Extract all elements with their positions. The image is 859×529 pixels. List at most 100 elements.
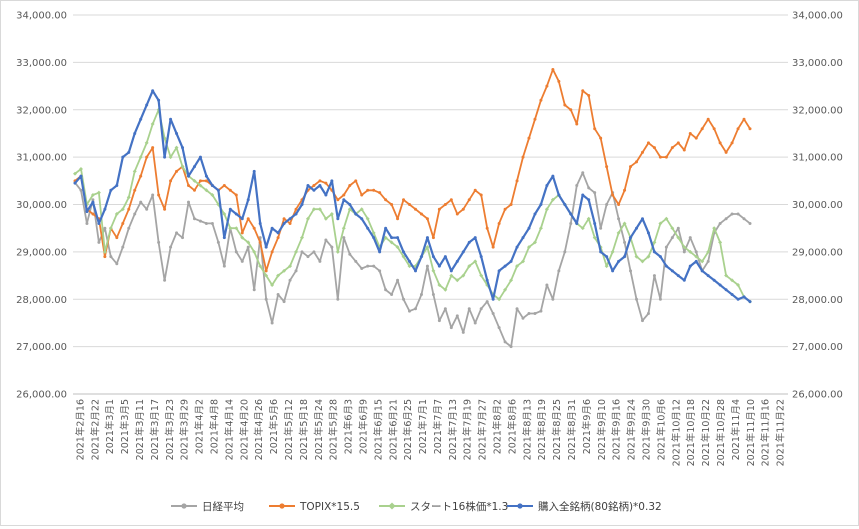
data-point [419, 212, 423, 216]
data-point [509, 203, 513, 206]
data-point [431, 268, 436, 273]
x-tick-label: 2021年9月24 [626, 399, 638, 460]
data-point [103, 255, 107, 259]
x-tick-label: 2021年3月11 [134, 399, 146, 460]
data-point [652, 250, 656, 254]
data-point [354, 212, 358, 216]
data-point [491, 245, 495, 249]
x-tick-label: 2021年4月20 [238, 399, 250, 460]
data-point [443, 307, 447, 311]
data-point [359, 207, 364, 212]
data-point [581, 193, 585, 197]
data-point [664, 216, 669, 221]
data-point [718, 240, 723, 245]
data-point [599, 250, 603, 254]
data-point [449, 198, 453, 202]
data-point [706, 259, 710, 263]
data-point [300, 235, 304, 240]
data-point [431, 255, 435, 259]
data-point [425, 264, 429, 268]
data-point [593, 221, 597, 225]
data-point [617, 217, 621, 221]
data-point [473, 259, 478, 264]
y-tick-label-left: 29,000.00 [16, 247, 67, 258]
x-tick-label: 2021年8月13 [521, 399, 533, 460]
data-point [413, 269, 417, 273]
data-point [96, 190, 101, 195]
data-point [347, 207, 352, 212]
data-point [724, 217, 728, 221]
data-point [312, 188, 316, 192]
data-point [688, 249, 693, 254]
data-point [461, 330, 465, 334]
data-point [437, 319, 441, 323]
x-tick-label: 2021年8月31 [566, 399, 578, 460]
data-point [79, 188, 83, 192]
y-tick-label-left: 34,000.00 [16, 11, 67, 22]
data-point [736, 127, 740, 131]
data-point [682, 148, 686, 152]
data-point [712, 226, 717, 231]
data-point [264, 269, 268, 273]
data-point [288, 217, 292, 221]
data-point [575, 184, 579, 188]
data-point [443, 255, 447, 259]
data-point [175, 169, 179, 173]
data-point [491, 311, 495, 315]
data-point [503, 340, 507, 344]
data-point [599, 136, 603, 140]
y-tick-label-right: 27,000.00 [792, 342, 843, 353]
data-point [73, 181, 77, 185]
data-point [336, 217, 340, 221]
data-point [599, 226, 603, 230]
data-point [718, 283, 722, 287]
data-point [563, 203, 567, 206]
data-point [521, 316, 525, 320]
data-point [109, 188, 113, 192]
legend-label: 購入全銘柄(80銘柄)*0.32 [538, 500, 662, 513]
x-tick-label: 2021年10月12 [670, 399, 682, 466]
y-tick-label-left: 30,000.00 [16, 200, 67, 211]
x-tick-label: 2021年5月18 [298, 399, 310, 460]
x-tick-label: 2021年3月29 [179, 399, 191, 460]
data-point [658, 297, 662, 301]
data-point [664, 155, 668, 159]
data-point [491, 297, 495, 301]
data-point [664, 264, 668, 268]
data-point [563, 103, 567, 107]
data-point [312, 250, 316, 254]
data-point [318, 179, 322, 183]
data-point [706, 274, 710, 278]
data-point [198, 183, 203, 188]
data-point [264, 273, 269, 278]
data-point [360, 266, 364, 270]
data-point [348, 252, 352, 256]
data-point [174, 145, 179, 150]
data-point [467, 307, 471, 311]
data-point [342, 193, 346, 197]
data-point [228, 226, 233, 231]
data-point [629, 269, 633, 273]
data-point [694, 250, 698, 254]
data-point [354, 179, 358, 183]
y-axis-left: 26,000.00 27,000.00 28,000.00 29,000.00 30,0… [16, 11, 67, 401]
data-point [288, 221, 292, 225]
data-point [371, 230, 376, 235]
data-point [222, 184, 226, 188]
data-point [270, 321, 274, 325]
series-line [74, 68, 751, 272]
x-tick-label: 2021年9月6 [581, 399, 593, 454]
data-point [670, 146, 674, 150]
data-point [384, 198, 388, 202]
data-point [700, 269, 704, 273]
data-point [312, 184, 316, 188]
data-point [204, 174, 208, 178]
data-point [163, 278, 167, 282]
data-point [121, 221, 125, 225]
data-point [198, 219, 202, 223]
x-tick-label: 2021年3月5 [119, 399, 131, 454]
data-point [103, 207, 107, 211]
data-point [449, 269, 453, 273]
data-point [151, 89, 155, 93]
